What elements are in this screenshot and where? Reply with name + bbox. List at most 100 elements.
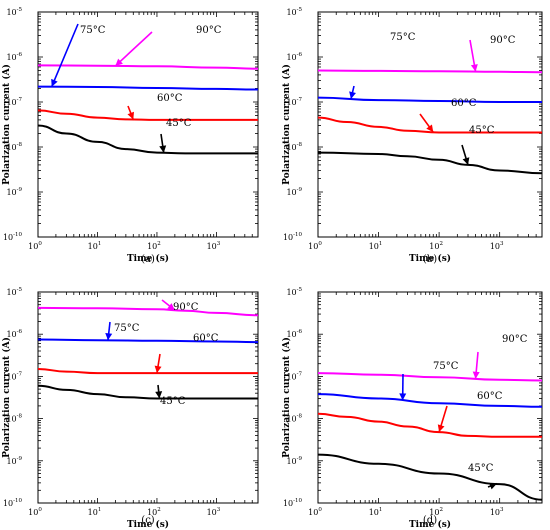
annotation-label: 60°C (477, 391, 503, 402)
annotation-arrow-shaft (50, 23, 79, 88)
plot-frame (37, 11, 259, 238)
annotation-75c: 75°C (349, 32, 416, 100)
y-tick-label: 10-10 (3, 498, 23, 508)
annotation-label: 90°C (196, 25, 222, 36)
x-tick-label: 101 (369, 241, 383, 251)
y-tick-label: 10-7 (6, 97, 22, 107)
y-tick-label: 10-9 (286, 456, 302, 466)
y-tick-label: 10-6 (6, 52, 22, 62)
annotation-arrow-head (462, 157, 470, 165)
chart-panel-c: 100 101 102 103 10-10 10-9 10-8 10-7 10-6 10-5 Tim… (1, 287, 259, 530)
y-tick-label: 10-6 (6, 329, 22, 339)
annotation-arrow-head (167, 303, 175, 311)
series-line-60c (37, 109, 258, 121)
y-tick-label: 10-8 (286, 142, 302, 152)
series-line-60c (37, 368, 258, 375)
annotation-60c: 60°C (154, 333, 219, 374)
y-axis-label: Polarization current (A) (281, 337, 292, 458)
x-tick-label: 102 (429, 507, 443, 517)
x-tick-label: 102 (429, 241, 443, 251)
chart-panel-b: 100 101 102 103 10-10 10-9 10-8 10-7 10-6 10-5 Tim… (281, 7, 543, 265)
annotation-arrow-head (154, 365, 162, 374)
annotation-arrow-head (127, 111, 134, 120)
x-axis-label: Time (s) (127, 519, 169, 530)
annotation-arrow-head (51, 78, 58, 87)
annotation-arrow-head (489, 482, 497, 490)
y-tick-label: 10-5 (6, 7, 22, 17)
annotation-label: 45°C (468, 463, 494, 474)
chart-panel-a: 100 101 102 103 10-10 10-9 10-8 10-7 10-6 10-5 Tim… (1, 7, 259, 265)
y-tick-label: 10-10 (283, 232, 303, 242)
annotation-60c: 60°C (127, 93, 183, 120)
x-tick-label: 103 (207, 241, 221, 251)
panel-caption: (d) (423, 515, 437, 526)
y-axis-label: Polarization current (A) (1, 64, 12, 185)
y-tick-label: 10-9 (286, 187, 302, 197)
y-tick-label: 10-9 (6, 456, 22, 466)
annotation-arrow-head (426, 124, 434, 133)
annotation-label: 90°C (502, 334, 528, 345)
series-line-45c (317, 151, 543, 175)
x-tick-label: 101 (88, 241, 102, 251)
series-line-90c (37, 64, 259, 70)
x-tick-label: 103 (490, 507, 504, 517)
x-tick-label: 103 (490, 241, 504, 251)
annotation-arrow-head (155, 391, 163, 399)
annotation-label: 90°C (173, 302, 199, 313)
series-line-45c (37, 124, 258, 155)
annotation-arrow-head (470, 64, 478, 72)
series-line-45c (317, 453, 543, 501)
y-tick-label: 10-5 (286, 287, 302, 297)
annotation-60c: 60°C (419, 98, 477, 133)
annotation-75c: 75°C (50, 23, 106, 88)
panel-caption: (b) (423, 254, 437, 265)
y-tick-label: 10-8 (6, 414, 22, 424)
annotation-label: 45°C (160, 396, 186, 407)
series-line-60c (317, 412, 542, 438)
annotation-label: 90°C (490, 35, 516, 46)
panel-caption: (c) (141, 515, 155, 526)
annotation-label: 45°C (469, 125, 495, 136)
series-line-75c (37, 85, 259, 91)
annotation-90c: 90°C (472, 334, 528, 379)
y-tick-label: 10-8 (286, 414, 302, 424)
x-tick-label: 101 (88, 507, 102, 517)
x-tick-label: 100 (308, 507, 322, 517)
y-tick-label: 10-8 (6, 142, 22, 152)
y-tick-label: 10-9 (6, 187, 22, 197)
x-tick-label: 102 (147, 507, 161, 517)
annotation-label: 75°C (80, 25, 106, 36)
y-tick-label: 10-6 (286, 329, 302, 339)
series-line-75c (317, 96, 542, 103)
annotation-arrow-head (437, 424, 445, 433)
series-line-45c (37, 384, 258, 400)
x-axis-label: Time (s) (409, 519, 451, 530)
y-tick-label: 10-7 (6, 371, 22, 381)
x-tick-label: 100 (28, 241, 42, 251)
y-tick-label: 10-5 (6, 287, 22, 297)
series-line-90c (37, 306, 259, 317)
annotation-arrow-head (472, 371, 480, 379)
y-tick-label: 10-6 (286, 52, 302, 62)
annotation-arrow-head (105, 332, 113, 341)
annotation-label: 75°C (433, 361, 459, 372)
annotation-label: 75°C (114, 323, 140, 334)
annotation-75c: 75°C (399, 361, 459, 401)
series-line-90c (317, 372, 543, 382)
annotation-75c: 75°C (105, 321, 140, 341)
x-tick-label: 103 (207, 507, 221, 517)
annotation-60c: 60°C (437, 391, 503, 433)
annotation-90c: 90°C (469, 35, 516, 72)
y-axis-label: Polarization current (A) (1, 337, 12, 458)
y-axis-label: Polarization current (A) (281, 64, 292, 185)
annotation-90c: 90°C (114, 25, 222, 67)
y-tick-label: 10-10 (3, 232, 23, 242)
x-axis-label: Time (s) (409, 253, 451, 264)
annotation-45c: 45°C (461, 125, 495, 166)
annotation-arrow-head (399, 393, 407, 401)
y-tick-label: 10-7 (286, 97, 302, 107)
series-line-90c (317, 69, 543, 74)
annotation-label: 60°C (451, 98, 477, 109)
annotation-label: 75°C (390, 32, 416, 43)
